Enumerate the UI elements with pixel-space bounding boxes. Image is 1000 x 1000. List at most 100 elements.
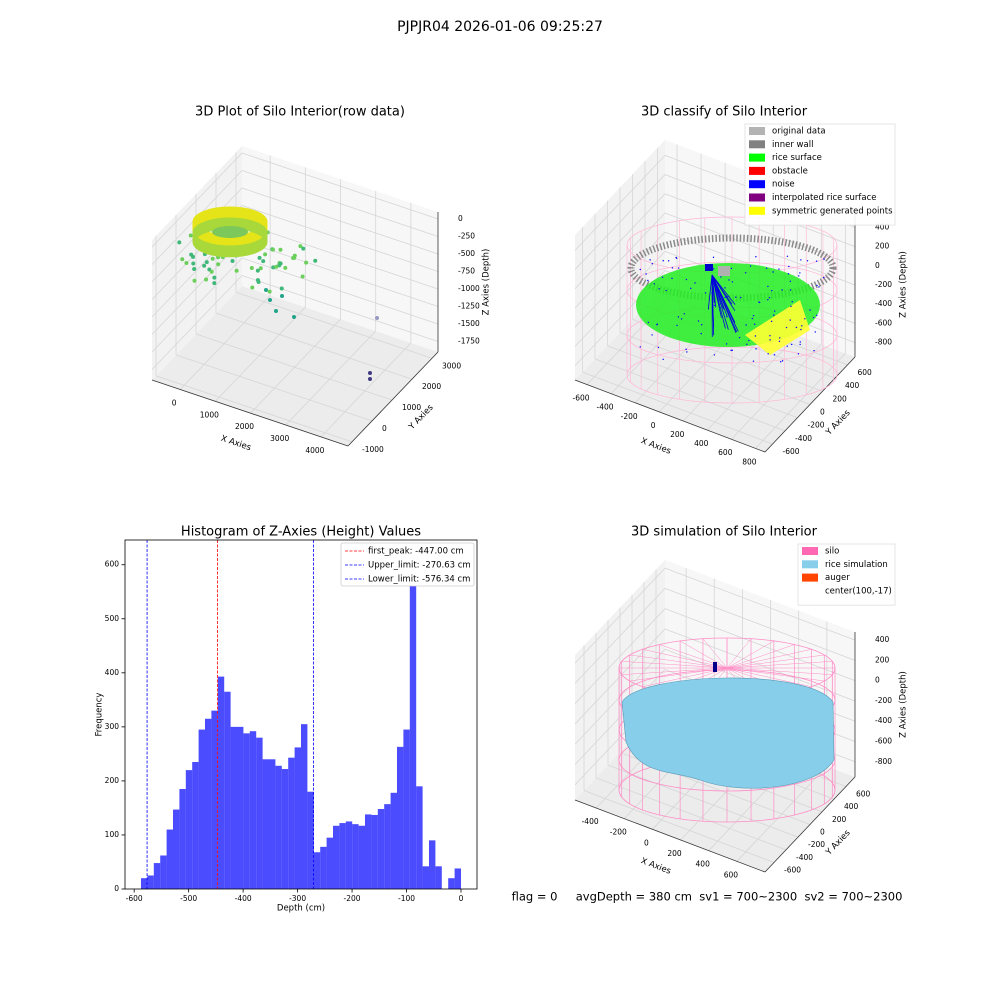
scatter-decor (368, 371, 372, 375)
axes-3d: 0 1000 2000 3000 4000 -1000 0 1000 2000 3000 0 -250… (151, 105, 492, 455)
grid-line (241, 222, 439, 290)
legend-box (744, 123, 896, 226)
scatter-decor (261, 259, 266, 264)
noise-decor (778, 340, 781, 343)
y-tick-label: -200 (808, 421, 825, 430)
scatter-decor (304, 260, 309, 265)
panel-title: 3D Plot of Silo Interior(row data) (195, 105, 405, 120)
grid-line (664, 608, 856, 682)
noise-decor (799, 272, 801, 274)
histogram-bar (269, 759, 276, 889)
y-tick-label: 0 (820, 828, 825, 837)
y-tick-label: 600 (856, 790, 871, 799)
z-tick-label: 200 (875, 242, 890, 251)
noise-decor (711, 274, 736, 323)
noise-decor (720, 276, 722, 278)
z-tick-label: 0 (875, 261, 880, 270)
noise-decor (651, 334, 653, 336)
x-tick-label: 600 (718, 448, 733, 457)
noise-decor (665, 289, 667, 292)
axis-line (574, 379, 766, 453)
x-tick-label: -300 (289, 894, 306, 903)
scatter-decor (301, 246, 306, 251)
figure-title: PJPJR04 2026-01-06 09:25:27 (397, 19, 603, 35)
noise-decor (697, 320, 700, 322)
grid-line (250, 318, 341, 414)
histogram-bar (365, 814, 372, 889)
histogram-bar (205, 718, 212, 889)
x-tick-label: -100 (398, 894, 415, 903)
histogram-bar (339, 823, 346, 889)
grid-line (574, 567, 666, 664)
histogram-bar (275, 765, 282, 889)
plot-frame (124, 539, 478, 890)
noise-decor (767, 285, 769, 288)
z-tick-label: -800 (875, 338, 892, 347)
noise-decor (786, 345, 788, 347)
scatter-decor (257, 255, 262, 260)
histogram-bar (153, 863, 161, 889)
footer-text: flag = 0 avgDepth = 380 cm sv1 = 700~230… (512, 890, 903, 904)
noise-decor (661, 276, 664, 279)
noise-decor (748, 339, 750, 342)
grid-line (241, 152, 439, 220)
y-tick-label: 3000 (442, 361, 461, 370)
x-tick-label: 2000 (235, 422, 254, 431)
noise-decor (700, 324, 703, 326)
noise-decor (768, 296, 771, 299)
noise-decor (769, 339, 771, 341)
scatter-decor (278, 247, 283, 252)
z-tick-label: 0 (458, 214, 463, 223)
yellow-decor (745, 300, 810, 355)
histogram-bar (352, 824, 359, 889)
inner-wall-decor (627, 234, 837, 302)
grid-line (582, 371, 773, 445)
legend-label: first_peak: -447.00 cm (368, 547, 464, 557)
noise-decor (804, 318, 806, 320)
noise-decor (806, 260, 809, 262)
histogram-bar (224, 691, 231, 889)
wire-decor (726, 638, 752, 669)
wire-decor (629, 654, 728, 669)
noise-decor (707, 274, 713, 310)
scatter-decor (192, 267, 197, 272)
noise-decor (653, 283, 655, 285)
z-tick-label: -600 (875, 318, 892, 327)
z-tick-label: -600 (875, 737, 892, 746)
noise-decor (818, 286, 820, 288)
scatter-decor (283, 265, 288, 270)
histogram-bar (313, 852, 321, 889)
x-tick-label: 200 (667, 849, 682, 858)
grid-line (619, 332, 811, 405)
noise-decor (704, 292, 707, 294)
x-tick-label: 4000 (305, 446, 324, 455)
x-tick-label: -400 (597, 403, 614, 412)
x-axis-label: X Axies (639, 436, 672, 457)
x-tick-label: -200 (344, 894, 361, 903)
noise-decor (738, 336, 741, 339)
grid-line (241, 170, 439, 237)
y-tick-label: -1000 (362, 445, 384, 454)
noise-decor (711, 274, 717, 308)
noise-decor (809, 309, 811, 311)
histogram-bar (429, 840, 436, 889)
legend-box (340, 542, 475, 587)
wire-decor (626, 346, 838, 404)
noise-decor (791, 301, 793, 303)
floor-pane (152, 286, 438, 446)
noise-decor (731, 281, 734, 283)
z-tick-label: 0 (875, 676, 880, 685)
x-tick-label: 800 (742, 457, 757, 466)
y-tick-label: 0 (820, 408, 825, 417)
noise-decor (649, 259, 651, 261)
scatter-decor (192, 278, 197, 283)
z-tick-label: -400 (875, 299, 892, 308)
noise-decor (749, 265, 752, 267)
legend-swatch (802, 573, 818, 582)
wire-decor (726, 661, 833, 669)
y-tick-label: 600 (858, 368, 873, 377)
noise-decor (773, 354, 776, 356)
noise-decor (711, 274, 736, 305)
